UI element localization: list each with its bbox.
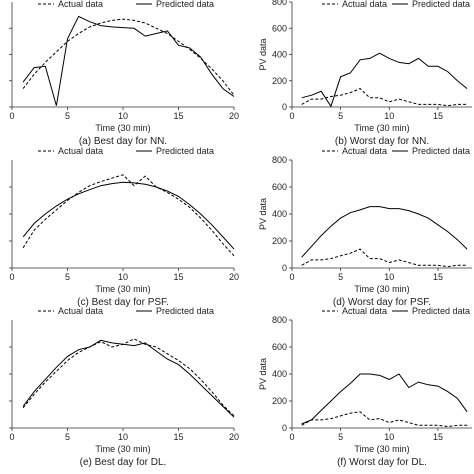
y-tick-label: 800 [272,0,287,7]
x-tick-label: 0 [289,111,294,121]
y-tick-label: 200 [272,396,287,406]
panel-caption: (f) Worst day for DL. [337,457,427,468]
legend-label: Predicted data [156,0,214,9]
y-tick-label: 0 [282,263,287,273]
legend-label: Actual data [342,306,387,316]
legend-item: Actual data [38,306,103,316]
series-line-predicted [22,339,235,418]
x-tick-label: 10 [118,432,128,442]
panel-caption: (e) Best day for DL. [80,457,167,468]
chart-panel-f: 0 5 10 15 0 200 400 600 800 Time (30 min) PV data A… [258,306,472,468]
y-axis-label: PV data [258,358,268,390]
legend-label: Predicted data [156,146,214,156]
x-axis-label: Time (30 min) [354,123,409,133]
legend-item: Predicted data [392,306,470,316]
y-axis-label: PV data [258,198,268,230]
x-axis-label: Time (30 min) [95,123,150,133]
y-tick-label: 400 [272,50,287,60]
series-line-predicted [301,206,468,258]
x-tick-label: 0 [289,432,294,442]
legend-label: Actual data [58,306,103,316]
x-tick-label: 0 [9,272,14,282]
y-tick-label: 200 [272,236,287,246]
y-tick-label: 400 [272,209,287,219]
x-tick-label: 10 [384,272,394,282]
legend-item: Actual data [322,306,387,316]
x-tick-label: 5 [65,272,70,282]
legend-item: Actual data [38,0,103,9]
x-axis-label: Time (30 min) [95,284,150,294]
y-tick-label: 600 [272,23,287,33]
series-line-predicted [22,181,235,250]
x-tick-label: 15 [173,432,183,442]
legend-item: Actual data [322,0,387,9]
y-tick-label: 800 [272,155,287,165]
chart-panel-e: 0 5 10 15 20 Time (30 min) Actual data Predicte… [9,306,239,468]
x-tick-label: 10 [118,111,128,121]
legend-item: Predicted data [136,0,214,9]
y-axis-label: PV data [258,38,268,70]
chart-panel-b: 0 5 10 15 0 200 400 600 800 Time (30 min) PV data A… [258,0,472,147]
legend-item: Predicted data [136,306,214,316]
series-line-predicted [301,52,468,108]
panel-caption: (d) Worst day for PSF. [333,297,431,308]
legend-item: Predicted data [136,146,214,156]
x-tick-label: 20 [229,111,239,121]
series-line-predicted [301,373,468,425]
legend-label: Predicted data [156,306,214,316]
x-tick-label: 10 [384,432,394,442]
series-line-actual [22,18,235,96]
x-tick-label: 15 [173,272,183,282]
y-tick-label: 600 [272,182,287,192]
x-tick-label: 20 [229,432,239,442]
x-tick-label: 10 [118,272,128,282]
legend-label: Actual data [58,146,103,156]
chart-panel-a: 0 5 10 15 20 Time (30 min) Actual data Predicte… [9,0,239,147]
legend-item: Actual data [38,146,103,156]
x-tick-label: 0 [9,111,14,121]
legend-label: Predicted data [412,0,470,9]
legend-label: Actual data [342,0,387,9]
y-tick-label: 200 [272,76,287,86]
x-tick-label: 5 [338,272,343,282]
y-tick-label: 400 [272,369,287,379]
x-tick-label: 5 [338,111,343,121]
legend-label: Predicted data [412,146,470,156]
y-tick-label: 800 [272,315,287,325]
x-tick-label: 5 [65,111,70,121]
legend-item: Predicted data [392,146,470,156]
panel-caption: (a) Best day for NN. [79,136,167,147]
x-axis-label: Time (30 min) [354,444,409,454]
panel-caption: (b) Worst day for NN. [335,136,429,147]
legend-label: Predicted data [412,306,470,316]
legend-label: Actual data [342,146,387,156]
x-tick-label: 15 [433,432,443,442]
legend-label: Actual data [58,0,103,9]
x-tick-label: 0 [289,272,294,282]
panel-caption: (c) Best day for PSF. [77,297,169,308]
series-line-actual [22,338,235,417]
y-tick-label: 0 [282,423,287,433]
x-axis-label: Time (30 min) [95,444,150,454]
series-line-actual [301,248,468,268]
x-tick-label: 5 [65,432,70,442]
series-line-predicted [22,15,235,106]
x-axis-label: Time (30 min) [354,284,409,294]
series-line-actual [301,88,468,107]
x-tick-label: 15 [173,111,183,121]
legend-item: Predicted data [392,0,470,9]
x-tick-label: 15 [433,111,443,121]
legend-item: Actual data [322,146,387,156]
chart-panel-d: 0 5 10 15 0 200 400 600 800 Time (30 min) PV data A… [258,146,472,308]
x-tick-label: 10 [384,111,394,121]
x-tick-label: 0 [9,432,14,442]
x-tick-label: 20 [229,272,239,282]
x-tick-label: 15 [433,272,443,282]
series-line-actual [301,411,468,428]
y-tick-label: 0 [282,102,287,112]
x-tick-label: 5 [338,432,343,442]
y-tick-label: 600 [272,342,287,352]
chart-panel-c: 0 5 10 15 20 Time (30 min) Actual data Predicte… [9,146,239,308]
